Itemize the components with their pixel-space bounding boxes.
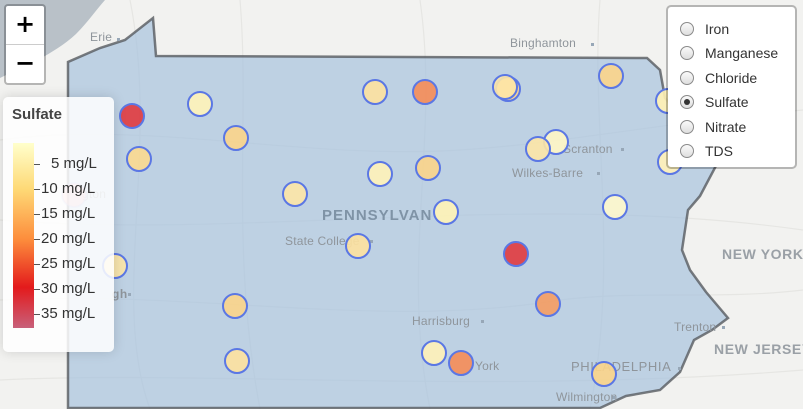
sampling-site-marker[interactable] xyxy=(415,155,441,181)
layer-option-chloride[interactable]: Chloride xyxy=(680,68,757,88)
layer-option-nitrate[interactable]: Nitrate xyxy=(680,117,746,137)
sampling-site-marker[interactable] xyxy=(222,293,248,319)
legend-tick xyxy=(34,239,40,240)
layer-option-label: Iron xyxy=(705,21,730,37)
layer-option-label: Sulfate xyxy=(705,94,749,110)
legend-label: 30 mg/L xyxy=(41,280,96,297)
sampling-site-marker[interactable] xyxy=(412,79,438,105)
legend-label: 5 mg/L xyxy=(51,155,97,172)
radio-sulfate[interactable] xyxy=(680,95,694,109)
radio-chloride[interactable] xyxy=(680,71,694,85)
city-label-york: York xyxy=(475,359,500,373)
layer-option-manganese[interactable]: Manganese xyxy=(680,43,778,63)
layer-option-iron[interactable]: Iron xyxy=(680,19,729,39)
legend-tick xyxy=(34,289,40,290)
sampling-site-marker[interactable] xyxy=(367,161,393,187)
layer-option-label: Nitrate xyxy=(705,119,747,135)
state-label-pennsylvania: PENNSYLVAN xyxy=(322,207,433,224)
radio-iron[interactable] xyxy=(680,22,694,36)
state-label-new-york: NEW YORK xyxy=(722,246,803,262)
zoom-control: + − xyxy=(4,4,46,85)
city-label-state-college: State College xyxy=(285,234,360,248)
layer-option-label: TDS xyxy=(705,143,733,159)
sampling-site-marker[interactable] xyxy=(598,63,624,89)
city-label-binghamton: Binghamton xyxy=(510,36,577,50)
city-label-wilmington: Wilmington xyxy=(556,390,618,404)
sampling-site-marker[interactable] xyxy=(421,340,447,366)
city-label-erie: Erie xyxy=(90,30,113,44)
layer-option-tds[interactable]: TDS xyxy=(680,141,733,161)
sampling-site-marker[interactable] xyxy=(119,103,145,129)
legend-label: 25 mg/L xyxy=(41,255,96,272)
layer-option-label: Manganese xyxy=(705,45,779,61)
legend-label: 35 mg/L xyxy=(41,305,96,322)
sampling-site-marker[interactable] xyxy=(223,125,249,151)
layer-control: Iron Manganese Chloride Sulfate Nitrate … xyxy=(666,5,797,169)
legend-tick xyxy=(34,314,40,315)
legend-label: 20 mg/L xyxy=(41,230,96,247)
legend-tick xyxy=(34,164,40,165)
legend-tick xyxy=(34,264,40,265)
city-label-wilkes-barre: Wilkes-Barre xyxy=(512,166,584,180)
layer-option-label: Chloride xyxy=(705,70,758,86)
legend-tick xyxy=(34,214,40,215)
sampling-site-marker[interactable] xyxy=(602,194,628,220)
sampling-site-marker[interactable] xyxy=(448,350,474,376)
layer-option-sulfate[interactable]: Sulfate xyxy=(680,92,749,112)
sampling-site-marker[interactable] xyxy=(492,74,518,100)
sampling-site-marker[interactable] xyxy=(535,291,561,317)
legend-label: 15 mg/L xyxy=(41,205,96,222)
city-dots xyxy=(117,38,725,399)
city-label-harrisburg: Harrisburg xyxy=(412,314,471,328)
state-label-new-jersey: NEW JERSEY xyxy=(714,341,803,357)
sampling-site-marker[interactable] xyxy=(282,181,308,207)
sampling-site-marker[interactable] xyxy=(126,146,152,172)
radio-nitrate[interactable] xyxy=(680,120,694,134)
sampling-site-marker[interactable] xyxy=(224,348,250,374)
sampling-site-marker[interactable] xyxy=(525,136,551,162)
sulfate-legend: Sulfate 5 mg/L 10 mg/L 15 mg/L 20 mg/L 2… xyxy=(3,97,114,352)
zoom-out-button[interactable]: − xyxy=(6,44,44,83)
sampling-site-marker[interactable] xyxy=(433,199,459,225)
radio-tds[interactable] xyxy=(680,144,694,158)
city-label-pittsburgh-partial: gh xyxy=(112,287,128,301)
zoom-in-button[interactable]: + xyxy=(14,10,36,38)
sampling-site-marker[interactable] xyxy=(503,241,529,267)
legend-tick xyxy=(34,189,40,190)
sampling-site-marker[interactable] xyxy=(362,79,388,105)
sampling-site-marker[interactable] xyxy=(591,361,617,387)
radio-manganese[interactable] xyxy=(680,46,694,60)
sampling-site-marker[interactable] xyxy=(345,233,371,259)
sampling-site-marker[interactable] xyxy=(187,91,213,117)
legend-label: 10 mg/L xyxy=(41,180,96,197)
city-label-scranton: Scranton xyxy=(563,142,613,156)
city-label-trenton: Trenton xyxy=(674,320,717,334)
legend-title: Sulfate xyxy=(12,106,63,123)
legend-color-ramp xyxy=(13,143,34,328)
